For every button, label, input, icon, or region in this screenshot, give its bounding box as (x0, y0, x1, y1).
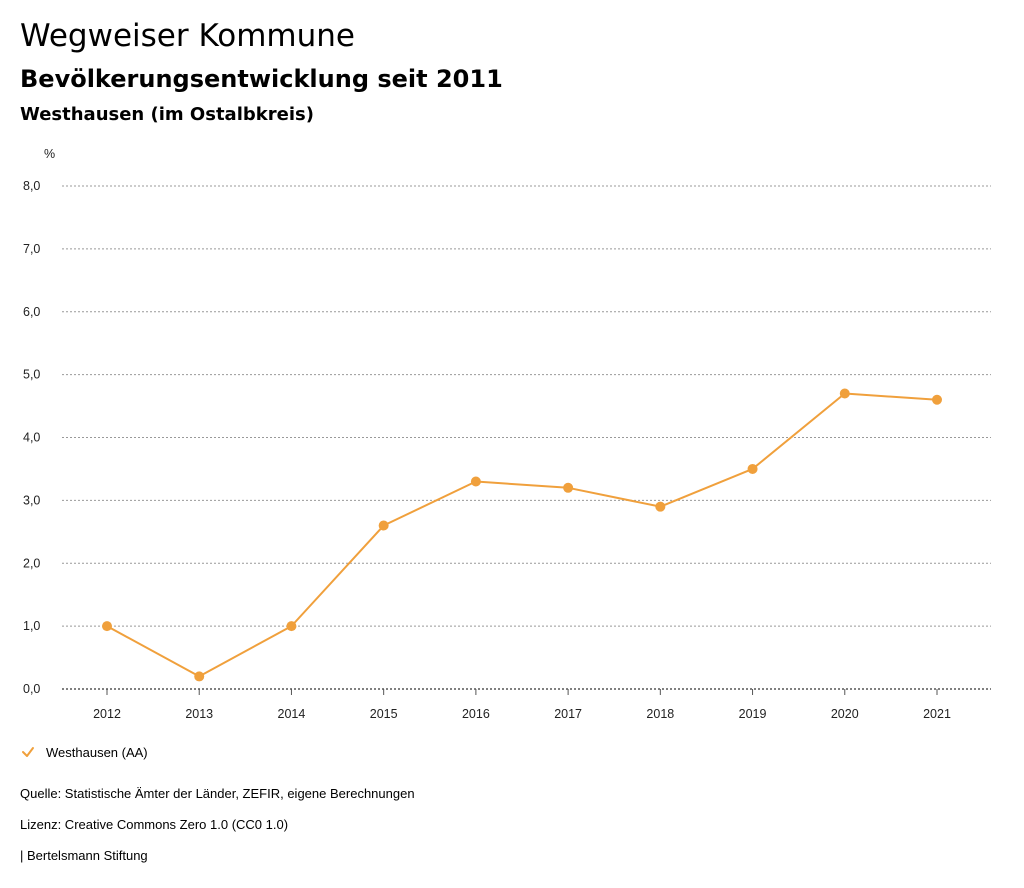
y-tick-label: 5,0 (23, 368, 40, 382)
data-point (839, 388, 850, 399)
x-tick-label: 2015 (370, 707, 398, 721)
license-note: Lizenz: Creative Commons Zero 1.0 (CC0 1… (20, 817, 289, 832)
series-line (106, 392, 938, 678)
data-point (563, 482, 574, 493)
legend[interactable]: Westhausen (AA) (20, 744, 148, 760)
x-tick-label: 2021 (923, 707, 951, 721)
data-point (378, 520, 389, 531)
y-axis-unit-label: % (44, 147, 55, 161)
check-icon (20, 744, 36, 760)
data-point (102, 621, 112, 632)
x-axis-ticks: 2012 2013 2014 2015 2016 2017 2018 2019 2020 2021 (93, 689, 951, 721)
y-tick-label: 4,0 (23, 431, 40, 445)
y-axis-ticks: 0,0 1,0 2,0 3,0 4,0 5,0 6,0 7,0 8,0 (23, 179, 40, 696)
y-tick-label: 3,0 (23, 493, 40, 507)
x-tick-label: 2018 (646, 707, 674, 721)
y-tick-label: 7,0 (23, 242, 40, 256)
grid-lines (62, 185, 991, 690)
chart-title: Wegweiser Kommune (20, 18, 355, 54)
x-tick-label: 2012 (93, 707, 121, 721)
y-tick-label: 0,0 (23, 682, 40, 696)
chart-subtitle: Bevölkerungsentwicklung seit 2011 (20, 65, 503, 93)
region-label: Westhausen (im Ostalbkreis) (20, 104, 314, 125)
y-tick-label: 1,0 (23, 619, 40, 633)
x-tick-label: 2019 (739, 707, 767, 721)
x-tick-label: 2017 (554, 707, 582, 721)
source-note: Quelle: Statistische Ämter der Länder, Z… (20, 786, 415, 801)
y-tick-label: 6,0 (23, 305, 40, 319)
data-point (194, 671, 205, 682)
data-point (655, 501, 666, 512)
x-tick-label: 2013 (185, 707, 213, 721)
y-tick-label: 8,0 (23, 179, 40, 193)
x-tick-label: 2016 (462, 707, 490, 721)
data-point (470, 476, 481, 487)
x-tick-label: 2014 (278, 707, 306, 721)
data-point (932, 394, 942, 405)
data-point (286, 621, 297, 632)
series-westhausen (102, 388, 942, 682)
x-tick-label: 2020 (831, 707, 859, 721)
publisher-note: | Bertelsmann Stiftung (20, 848, 148, 863)
data-point (747, 463, 758, 474)
legend-label: Westhausen (AA) (46, 744, 148, 760)
line-chart: 0,0 1,0 2,0 3,0 4,0 5,0 6,0 7,0 8,0 2012 2013 2014… (23, 147, 991, 721)
y-tick-label: 2,0 (23, 556, 40, 570)
